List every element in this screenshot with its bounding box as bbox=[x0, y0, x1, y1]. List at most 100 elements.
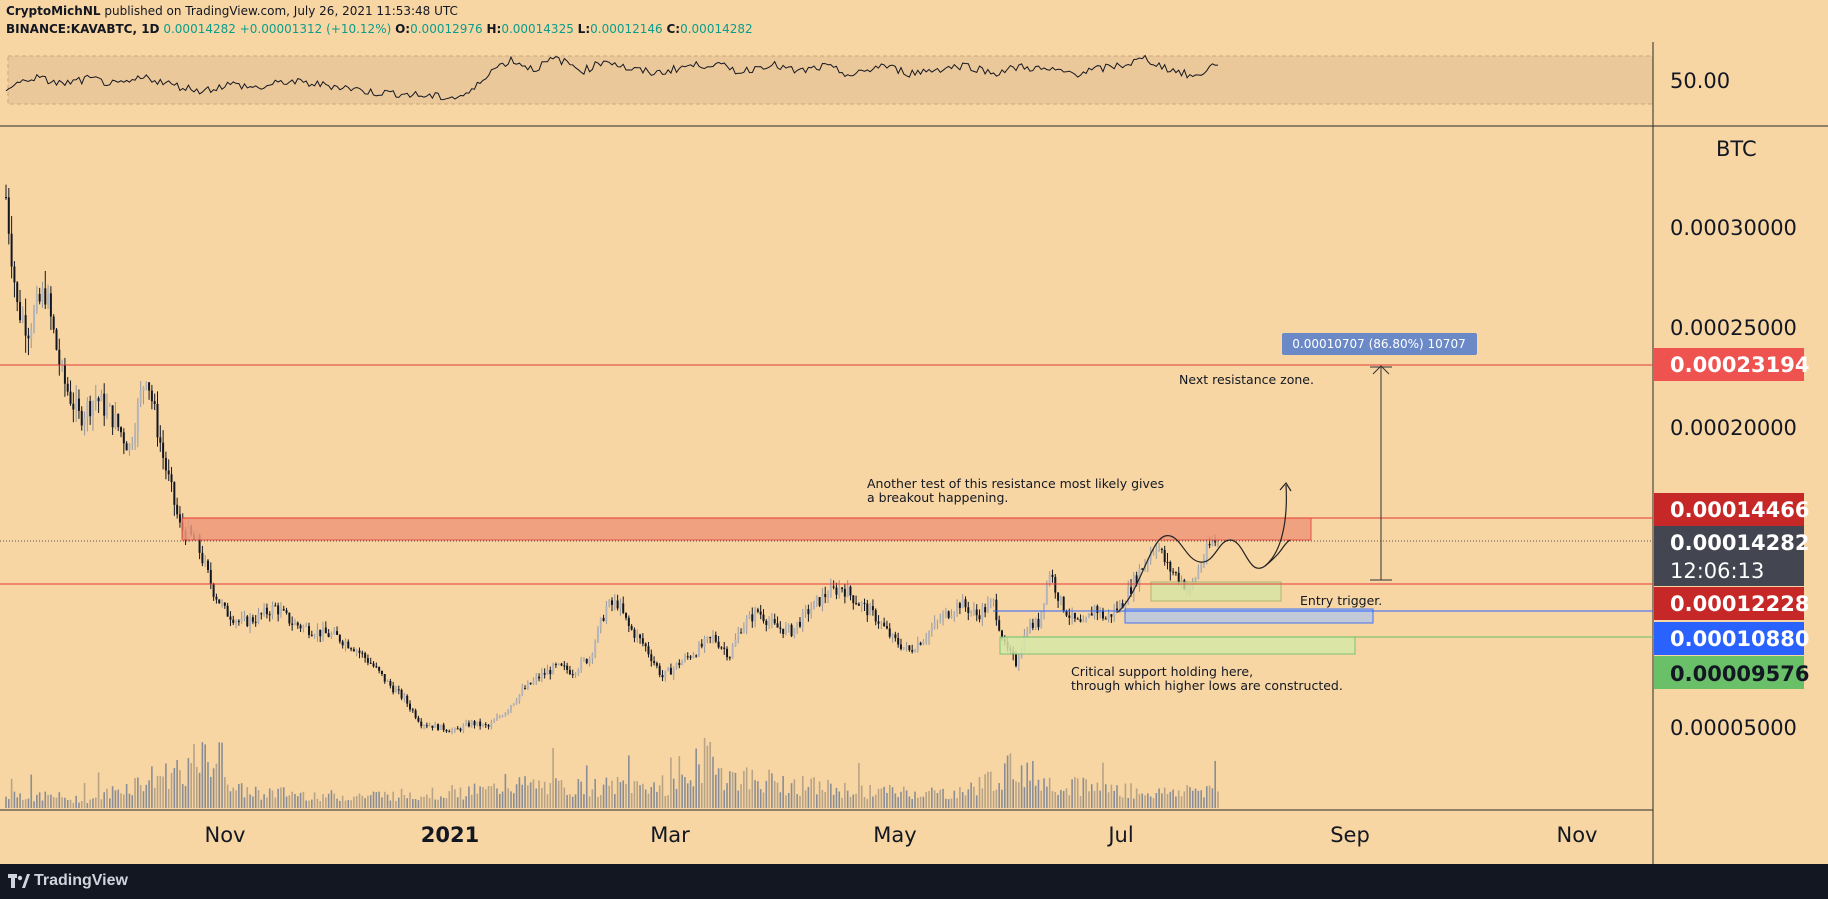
candle-body bbox=[832, 586, 835, 588]
candle-body bbox=[153, 401, 156, 404]
candle-body bbox=[911, 650, 914, 652]
volume-bar bbox=[117, 789, 120, 808]
volume-bar bbox=[1043, 778, 1045, 808]
candle-body bbox=[874, 610, 877, 622]
volume-bar bbox=[1197, 790, 1200, 808]
volume-bar bbox=[361, 795, 364, 808]
candle-body bbox=[841, 587, 844, 589]
tag-10880: 0.00010880 bbox=[1670, 627, 1809, 651]
candle-body bbox=[212, 584, 215, 597]
candle-body bbox=[392, 685, 395, 693]
candle-body bbox=[372, 663, 375, 667]
volume-bar bbox=[1133, 798, 1135, 808]
tag-current-bg bbox=[1654, 526, 1804, 586]
volume-bar bbox=[686, 783, 689, 808]
volume-bar bbox=[667, 795, 669, 808]
entry-zone bbox=[1150, 581, 1282, 602]
candle-body bbox=[793, 627, 796, 637]
candle-body bbox=[350, 648, 353, 650]
candle-body bbox=[723, 647, 726, 649]
annotation-next-resistance: Next resistance zone. bbox=[1179, 372, 1314, 387]
close-value: 0.00014282 bbox=[680, 22, 753, 36]
candle-body bbox=[226, 605, 229, 617]
volume-bar bbox=[1076, 778, 1079, 808]
candle-body bbox=[770, 619, 773, 622]
candle-body bbox=[697, 643, 700, 657]
volume-bar bbox=[737, 790, 740, 808]
volume-bar bbox=[176, 759, 178, 808]
candle-body bbox=[734, 639, 737, 647]
candle-body bbox=[947, 611, 950, 618]
volume-bar bbox=[423, 796, 425, 808]
volume-bar bbox=[134, 778, 136, 808]
volume-bar bbox=[181, 784, 184, 808]
volume-bar bbox=[1119, 795, 1121, 808]
candle-body bbox=[333, 631, 336, 635]
volume-bar bbox=[731, 772, 734, 808]
candle-body bbox=[1166, 561, 1169, 563]
volume-bar bbox=[148, 780, 150, 808]
candle-body bbox=[364, 653, 367, 659]
candle-body bbox=[16, 282, 19, 303]
candle-body bbox=[591, 653, 594, 659]
volume-bar bbox=[886, 793, 888, 808]
candle-body bbox=[453, 728, 456, 730]
volume-bar bbox=[959, 787, 961, 808]
volume-bar bbox=[55, 797, 58, 808]
symbol-label[interactable]: BINANCE:KAVABTC, 1D bbox=[6, 22, 160, 36]
volume-bar bbox=[838, 791, 841, 808]
candle-body bbox=[465, 722, 468, 726]
volume-bar bbox=[715, 774, 717, 808]
volume-bar bbox=[964, 795, 967, 808]
candle-body bbox=[47, 293, 50, 305]
volume-bar bbox=[546, 794, 549, 808]
volume-bar bbox=[745, 767, 748, 808]
candle-body bbox=[538, 676, 541, 679]
volume-bar bbox=[1046, 786, 1048, 808]
author-name[interactable]: CryptoMichNL bbox=[6, 4, 101, 18]
candle-body bbox=[829, 586, 832, 598]
volume-bar bbox=[128, 793, 131, 808]
candle-body bbox=[731, 646, 734, 658]
volume-bar bbox=[888, 784, 891, 808]
tradingview-logo-icon[interactable] bbox=[8, 874, 30, 888]
volume-bar bbox=[748, 789, 751, 808]
candle-body bbox=[669, 667, 672, 675]
volume-bar bbox=[776, 782, 779, 808]
volume-bar bbox=[597, 796, 599, 808]
candle-body bbox=[1116, 608, 1118, 611]
candle-body bbox=[344, 641, 347, 646]
candle-body bbox=[838, 587, 841, 595]
volume-bar bbox=[285, 796, 288, 808]
volume-bar bbox=[428, 798, 431, 808]
candle-body bbox=[759, 611, 762, 615]
volume-bar bbox=[114, 790, 117, 808]
volume-bar bbox=[757, 781, 759, 808]
volume-bar bbox=[462, 799, 465, 808]
candle-body bbox=[1110, 614, 1113, 617]
footer-brand[interactable]: TradingView bbox=[34, 872, 128, 889]
volume-bar bbox=[585, 765, 588, 808]
volume-bar bbox=[625, 783, 627, 808]
candle-body bbox=[69, 391, 72, 404]
candle-body bbox=[742, 627, 745, 633]
candle-body bbox=[1141, 568, 1144, 570]
volume-bar bbox=[5, 796, 7, 808]
volume-bar bbox=[1009, 753, 1012, 808]
candle-body bbox=[616, 600, 619, 609]
candle-body bbox=[532, 680, 535, 685]
volume-bar bbox=[8, 799, 10, 808]
candle-body bbox=[131, 443, 134, 445]
volume-bar bbox=[874, 794, 877, 808]
volume-bar bbox=[911, 799, 913, 808]
volume-bar bbox=[1203, 797, 1205, 808]
candle-body bbox=[7, 197, 10, 234]
volume-bar bbox=[437, 799, 439, 808]
candle-body bbox=[944, 611, 947, 615]
volume-bar bbox=[397, 797, 400, 808]
volume-bar bbox=[325, 797, 327, 808]
volume-bar bbox=[280, 787, 282, 808]
candle-body bbox=[106, 406, 108, 416]
volume-bar bbox=[1124, 783, 1127, 808]
